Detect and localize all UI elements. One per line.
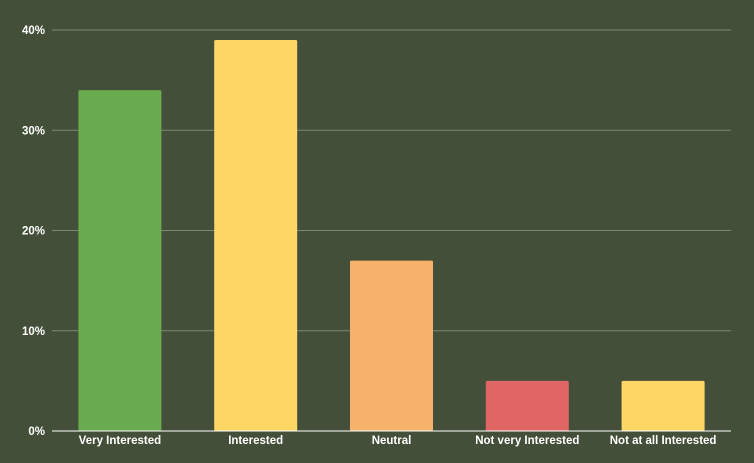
bar	[214, 40, 298, 432]
y-tick-label: 0%	[28, 426, 45, 438]
y-tick-label: 10%	[22, 326, 45, 338]
y-tick-label: 20%	[22, 226, 45, 238]
y-axis-ticks: 0% 10% 20% 30% 40%	[22, 25, 45, 438]
bar	[485, 380, 569, 431]
bars	[78, 40, 705, 432]
y-tick-label: 40%	[22, 25, 45, 37]
x-category-label: Interested	[228, 435, 283, 447]
x-category-label: Not at all Interested	[610, 435, 717, 447]
x-category-label: Very Interested	[79, 435, 161, 447]
bar	[350, 260, 433, 431]
bar	[621, 380, 705, 431]
bar	[78, 90, 162, 432]
y-tick-label: 30%	[22, 125, 45, 137]
x-axis-labels: Very Interested Interested Neutral Not very…	[79, 435, 717, 447]
x-category-label: Not very Interested	[475, 435, 579, 447]
x-category-label: Neutral	[372, 435, 412, 447]
gridlines	[52, 29, 731, 332]
